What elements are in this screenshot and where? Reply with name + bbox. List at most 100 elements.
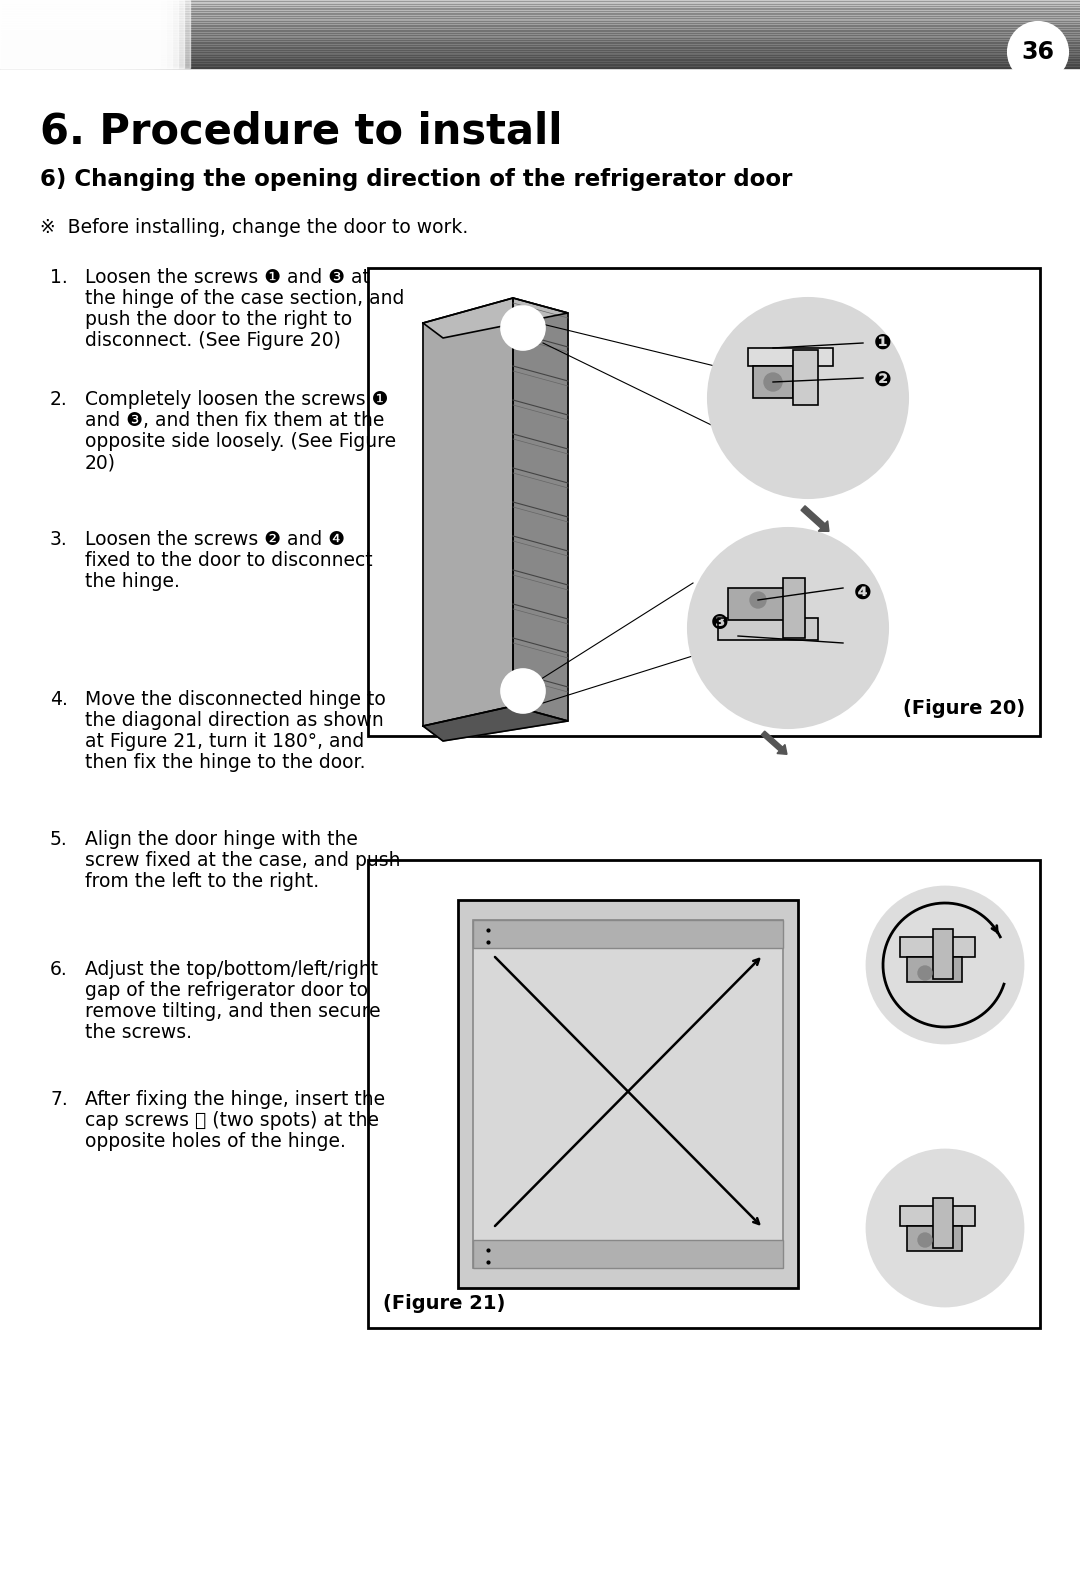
Bar — [0, 0, 28, 68]
Text: at Figure 21, turn it 180°, and: at Figure 21, turn it 180°, and — [85, 731, 364, 750]
Text: 20): 20) — [85, 453, 116, 472]
Bar — [0, 0, 58, 68]
Text: and ❸, and then fix them at the: and ❸, and then fix them at the — [85, 412, 384, 431]
Text: 4.: 4. — [50, 690, 68, 709]
Text: ※  Before installing, change the door to work.: ※ Before installing, change the door to … — [40, 218, 469, 237]
Bar — [900, 937, 975, 958]
Text: 2.: 2. — [50, 389, 68, 408]
Text: 6) Changing the opening direction of the refrigerator door: 6) Changing the opening direction of the… — [40, 168, 793, 192]
Bar — [0, 0, 178, 68]
Bar — [933, 929, 953, 978]
Text: 3.: 3. — [50, 530, 68, 549]
Circle shape — [501, 670, 545, 712]
Circle shape — [708, 298, 908, 499]
Bar — [0, 0, 136, 68]
Bar — [0, 0, 94, 68]
Bar — [0, 0, 154, 68]
Bar — [753, 366, 793, 397]
Bar — [783, 578, 805, 638]
Text: the hinge.: the hinge. — [85, 571, 180, 590]
Text: 36: 36 — [1022, 40, 1054, 63]
Text: the screws.: the screws. — [85, 1023, 192, 1042]
Text: 7.: 7. — [50, 1091, 68, 1110]
Text: ❸: ❸ — [712, 613, 729, 633]
Bar — [473, 920, 783, 1268]
Circle shape — [764, 374, 782, 391]
Text: remove tilting, and then secure: remove tilting, and then secure — [85, 1002, 380, 1021]
Circle shape — [501, 306, 545, 350]
Bar — [0, 0, 130, 68]
Text: the hinge of the case section, and: the hinge of the case section, and — [85, 290, 404, 309]
Circle shape — [867, 1149, 1023, 1306]
Bar — [458, 901, 798, 1289]
Bar — [368, 860, 1040, 1328]
FancyArrow shape — [801, 507, 829, 532]
Bar — [0, 0, 64, 68]
Bar — [0, 0, 76, 68]
Text: Align the door hinge with the: Align the door hinge with the — [85, 829, 357, 848]
Bar — [718, 617, 818, 640]
Text: 1.: 1. — [50, 268, 68, 287]
Bar — [0, 0, 46, 68]
Bar — [0, 0, 52, 68]
Bar — [473, 920, 783, 948]
Text: Adjust the top/bottom/left/right: Adjust the top/bottom/left/right — [85, 959, 378, 978]
Text: opposite holes of the hinge.: opposite holes of the hinge. — [85, 1132, 346, 1151]
Bar — [0, 0, 112, 68]
Text: screw fixed at the case, and push: screw fixed at the case, and push — [85, 852, 401, 871]
Text: fixed to the door to disconnect: fixed to the door to disconnect — [85, 551, 373, 570]
Bar — [0, 0, 118, 68]
Bar — [0, 0, 124, 68]
Bar — [368, 268, 1040, 736]
Bar — [728, 587, 798, 621]
Bar — [900, 1206, 975, 1225]
Bar — [0, 0, 22, 68]
Text: Completely loosen the screws ❶: Completely loosen the screws ❶ — [85, 389, 389, 408]
Bar — [907, 958, 962, 981]
Text: Loosen the screws ❶ and ❸ at: Loosen the screws ❶ and ❸ at — [85, 268, 369, 287]
Text: ❹: ❹ — [854, 583, 872, 603]
Polygon shape — [423, 298, 568, 339]
Bar — [0, 0, 87, 68]
Text: from the left to the right.: from the left to the right. — [85, 872, 319, 891]
FancyArrow shape — [761, 731, 787, 755]
Bar — [933, 1198, 953, 1247]
Text: ❶: ❶ — [874, 332, 892, 353]
Text: Loosen the screws ❷ and ❹: Loosen the screws ❷ and ❹ — [85, 530, 345, 549]
Polygon shape — [423, 298, 513, 727]
Text: After fixing the hinge, insert the: After fixing the hinge, insert the — [85, 1091, 386, 1110]
Bar — [0, 0, 166, 68]
Text: cap screws ⑬ (two spots) at the: cap screws ⑬ (two spots) at the — [85, 1111, 379, 1130]
Text: push the door to the right to: push the door to the right to — [85, 310, 352, 329]
Text: ❷: ❷ — [874, 370, 892, 389]
Polygon shape — [513, 298, 568, 720]
Bar — [0, 0, 40, 68]
Text: 6.: 6. — [50, 959, 68, 978]
Circle shape — [688, 529, 888, 728]
Text: Move the disconnected hinge to: Move the disconnected hinge to — [85, 690, 386, 709]
Text: disconnect. (See Figure 20): disconnect. (See Figure 20) — [85, 331, 341, 350]
Bar — [793, 350, 818, 405]
Bar — [0, 0, 172, 68]
Text: 5.: 5. — [50, 829, 68, 848]
Bar — [0, 0, 148, 68]
Circle shape — [750, 592, 766, 608]
Bar — [0, 0, 184, 68]
Text: the diagonal direction as shown: the diagonal direction as shown — [85, 711, 383, 730]
Bar — [0, 0, 82, 68]
Text: (Figure 21): (Figure 21) — [383, 1293, 505, 1312]
Text: then fix the hinge to the door.: then fix the hinge to the door. — [85, 754, 365, 773]
Bar — [0, 0, 100, 68]
Circle shape — [867, 886, 1023, 1043]
Bar — [0, 0, 160, 68]
Bar — [0, 0, 190, 68]
Text: opposite side loosely. (See Figure: opposite side loosely. (See Figure — [85, 432, 396, 451]
Bar — [0, 0, 70, 68]
Polygon shape — [423, 706, 568, 741]
Bar — [748, 348, 833, 366]
Text: (Figure 20): (Figure 20) — [903, 700, 1025, 719]
Circle shape — [918, 1233, 932, 1247]
Bar — [0, 0, 16, 68]
Bar — [0, 0, 106, 68]
Text: gap of the refrigerator door to: gap of the refrigerator door to — [85, 981, 368, 1000]
